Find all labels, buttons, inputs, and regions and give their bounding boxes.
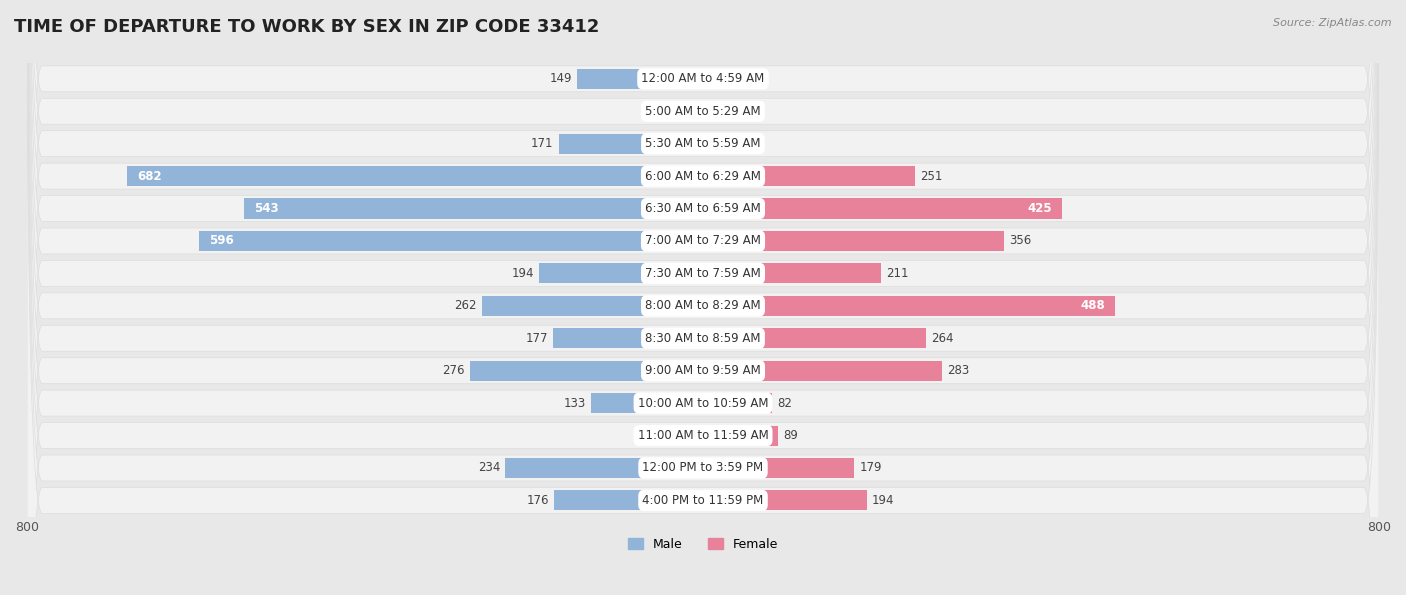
Text: 8:30 AM to 8:59 AM: 8:30 AM to 8:59 AM	[645, 332, 761, 345]
Text: 283: 283	[948, 364, 970, 377]
Bar	[695, 101, 703, 121]
Text: 425: 425	[1028, 202, 1052, 215]
FancyBboxPatch shape	[27, 0, 1379, 595]
Bar	[703, 393, 772, 413]
Text: 7:30 AM to 7:59 AM: 7:30 AM to 7:59 AM	[645, 267, 761, 280]
Bar	[470, 361, 703, 381]
Bar	[703, 425, 778, 446]
Text: 276: 276	[443, 364, 465, 377]
Bar	[482, 296, 703, 316]
FancyBboxPatch shape	[27, 0, 1379, 595]
Text: 9:00 AM to 9:59 AM: 9:00 AM to 9:59 AM	[645, 364, 761, 377]
FancyBboxPatch shape	[27, 0, 1379, 595]
Bar	[505, 458, 703, 478]
Bar	[703, 328, 927, 348]
Text: 6:30 AM to 6:59 AM: 6:30 AM to 6:59 AM	[645, 202, 761, 215]
Text: 12:00 PM to 3:59 PM: 12:00 PM to 3:59 PM	[643, 462, 763, 474]
Text: 39: 39	[741, 73, 756, 85]
Bar	[703, 199, 1062, 218]
Bar	[703, 231, 1004, 251]
Text: 0: 0	[709, 105, 716, 118]
Text: 51: 51	[640, 429, 655, 442]
Text: 5:30 AM to 5:59 AM: 5:30 AM to 5:59 AM	[645, 137, 761, 150]
Text: 177: 177	[526, 332, 548, 345]
Bar	[703, 264, 882, 283]
Text: 488: 488	[1080, 299, 1105, 312]
Bar	[554, 328, 703, 348]
Text: 356: 356	[1010, 234, 1031, 248]
Text: 12:00 AM to 4:59 AM: 12:00 AM to 4:59 AM	[641, 73, 765, 85]
Bar	[558, 134, 703, 154]
Text: 82: 82	[778, 397, 792, 409]
Text: 262: 262	[454, 299, 477, 312]
FancyBboxPatch shape	[27, 0, 1379, 595]
FancyBboxPatch shape	[27, 0, 1379, 595]
Text: 6:00 AM to 6:29 AM: 6:00 AM to 6:29 AM	[645, 170, 761, 183]
Bar	[245, 199, 703, 218]
Text: 10: 10	[675, 105, 689, 118]
FancyBboxPatch shape	[27, 0, 1379, 595]
Bar	[703, 134, 723, 154]
Text: 596: 596	[209, 234, 235, 248]
Text: 194: 194	[872, 494, 894, 507]
Text: 211: 211	[886, 267, 908, 280]
FancyBboxPatch shape	[27, 0, 1379, 595]
FancyBboxPatch shape	[27, 0, 1379, 595]
Bar	[127, 166, 703, 186]
Text: 133: 133	[564, 397, 585, 409]
Bar	[576, 69, 703, 89]
Bar	[703, 490, 868, 511]
Text: 149: 149	[550, 73, 572, 85]
Text: Source: ZipAtlas.com: Source: ZipAtlas.com	[1274, 18, 1392, 28]
Bar	[703, 296, 1115, 316]
Bar	[538, 264, 703, 283]
Text: 7:00 AM to 7:29 AM: 7:00 AM to 7:29 AM	[645, 234, 761, 248]
FancyBboxPatch shape	[27, 0, 1379, 595]
FancyBboxPatch shape	[27, 0, 1379, 595]
Text: 194: 194	[512, 267, 534, 280]
FancyBboxPatch shape	[27, 0, 1379, 595]
Text: 543: 543	[254, 202, 278, 215]
FancyBboxPatch shape	[27, 0, 1379, 595]
Text: 5:00 AM to 5:29 AM: 5:00 AM to 5:29 AM	[645, 105, 761, 118]
Text: 4:00 PM to 11:59 PM: 4:00 PM to 11:59 PM	[643, 494, 763, 507]
Text: TIME OF DEPARTURE TO WORK BY SEX IN ZIP CODE 33412: TIME OF DEPARTURE TO WORK BY SEX IN ZIP …	[14, 18, 599, 36]
Legend: Male, Female: Male, Female	[623, 533, 783, 556]
Text: 89: 89	[783, 429, 799, 442]
Bar	[703, 69, 735, 89]
Bar	[200, 231, 703, 251]
Text: 264: 264	[931, 332, 953, 345]
Text: 176: 176	[527, 494, 550, 507]
Text: 8:00 AM to 8:29 AM: 8:00 AM to 8:29 AM	[645, 299, 761, 312]
Text: 251: 251	[920, 170, 942, 183]
FancyBboxPatch shape	[27, 0, 1379, 595]
Text: 11:00 AM to 11:59 AM: 11:00 AM to 11:59 AM	[638, 429, 768, 442]
Text: 179: 179	[859, 462, 882, 474]
Text: 234: 234	[478, 462, 501, 474]
Bar	[703, 361, 942, 381]
Bar	[703, 458, 855, 478]
FancyBboxPatch shape	[27, 0, 1379, 595]
Text: 682: 682	[136, 170, 162, 183]
Bar	[703, 166, 915, 186]
Text: 24: 24	[728, 137, 744, 150]
Text: 171: 171	[531, 137, 554, 150]
Bar	[591, 393, 703, 413]
Bar	[554, 490, 703, 511]
Text: 10:00 AM to 10:59 AM: 10:00 AM to 10:59 AM	[638, 397, 768, 409]
Bar	[659, 425, 703, 446]
